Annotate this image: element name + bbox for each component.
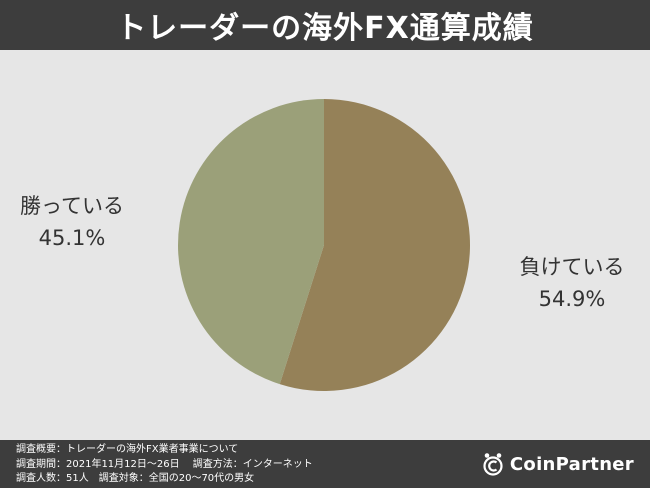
slice-label-win: 勝っている 45.1%: [12, 190, 132, 254]
slice-label-lose: 負けている 54.9%: [512, 251, 632, 315]
pie-slice-lose: [279, 99, 471, 391]
slice-label-lose-value: 54.9%: [538, 287, 606, 311]
slice-label-win-name: 勝っている: [20, 194, 124, 218]
chart-title: トレーダーの海外FX通算成績: [116, 11, 534, 46]
survey-notes: 調査概要：トレーダーの海外FX業者事業について 調査期間：2021年11月12日…: [16, 443, 313, 487]
survey-note-summary: 調査概要：トレーダーの海外FX業者事業について: [16, 444, 239, 455]
logo-text: CoinPartner: [509, 453, 634, 475]
pie-chart: [178, 99, 471, 391]
footer: 調査概要：トレーダーの海外FX業者事業について 調査期間：2021年11月12日…: [0, 440, 650, 488]
title-bar: トレーダーの海外FX通算成績: [0, 0, 650, 50]
coinpartner-logo: CoinPartner: [482, 450, 634, 478]
logo-mark-icon: [483, 453, 503, 476]
survey-note-period: 調査期間：2021年11月12日〜26日 調査方法：インターネット: [16, 458, 313, 470]
pie-slice-win: [178, 99, 324, 385]
slice-label-win-value: 45.1%: [38, 226, 106, 250]
slice-label-lose-name: 負けている: [519, 255, 625, 279]
survey-note-sample: 調査人数：51人 調査対象：全国の20〜70代の男女: [16, 473, 255, 484]
chart-area: 勝っている 45.1% 負けている 54.9%: [0, 50, 650, 440]
